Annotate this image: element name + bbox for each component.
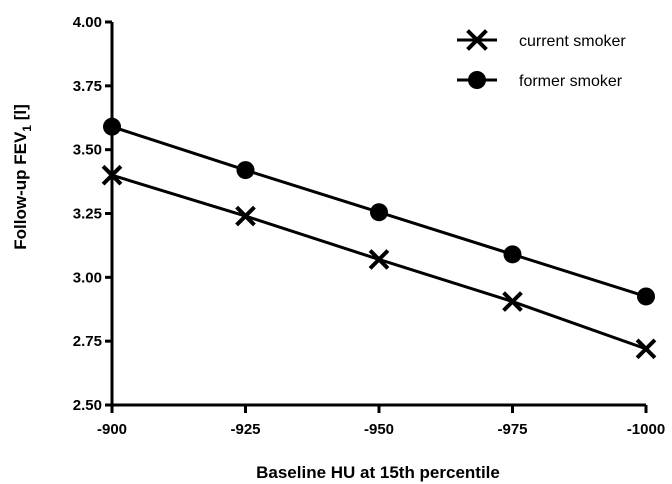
legend-entry-former-smoker: former smoker <box>457 71 623 90</box>
legend-marker-x <box>466 29 488 51</box>
legend-label-current-smoker: current smoker <box>519 33 626 50</box>
data-point-current-smoker <box>635 338 657 360</box>
legend-entry-current-smoker: current smoker <box>457 29 626 51</box>
data-point-current-smoker <box>101 164 123 186</box>
series-group <box>101 117 657 360</box>
y-tick-label: 3.75 <box>73 78 102 95</box>
data-point-current-smoker <box>368 249 390 270</box>
y-tick-label: 4.00 <box>73 14 102 31</box>
x-tick-label: -900 <box>97 421 127 438</box>
y-axis-title-unit: [l] <box>11 104 30 125</box>
legend-label-former-smoker: former smoker <box>519 73 623 90</box>
y-tick-label: 2.50 <box>73 397 102 414</box>
data-point-current-smoker <box>235 205 256 227</box>
x-tick-label: -925 <box>230 421 260 438</box>
y-axis-title-main: Follow-up FEV <box>11 131 30 250</box>
data-point-former-smoker <box>103 117 121 136</box>
x-tick-label: -1000 <box>627 421 665 438</box>
legend-marker-circle <box>468 71 486 89</box>
y-axis-title: Follow-up FEV1 [l] <box>11 104 34 250</box>
y-tick-label: 3.00 <box>73 269 102 286</box>
x-axis-title: Baseline HU at 15th percentile <box>256 463 500 482</box>
x-tick-label: -975 <box>497 421 527 438</box>
y-axis-title-subscript: 1 <box>20 125 34 132</box>
data-point-former-smoker <box>637 287 655 306</box>
data-point-former-smoker <box>503 245 522 264</box>
data-point-former-smoker <box>236 161 255 180</box>
data-point-former-smoker <box>370 203 388 222</box>
x-tick-label: -950 <box>364 421 394 438</box>
y-tick-label: 2.75 <box>73 333 102 350</box>
y-tick-label: 3.25 <box>73 206 102 223</box>
legend: current smoker former smoker <box>457 29 626 90</box>
x-ticks: -900 -925 -950 -975 -1000 <box>97 405 665 438</box>
data-point-current-smoker <box>502 291 523 312</box>
y-ticks: 2.50 2.75 3.00 3.25 3.50 3.75 4.00 <box>73 14 112 414</box>
y-tick-label: 3.50 <box>73 142 102 159</box>
